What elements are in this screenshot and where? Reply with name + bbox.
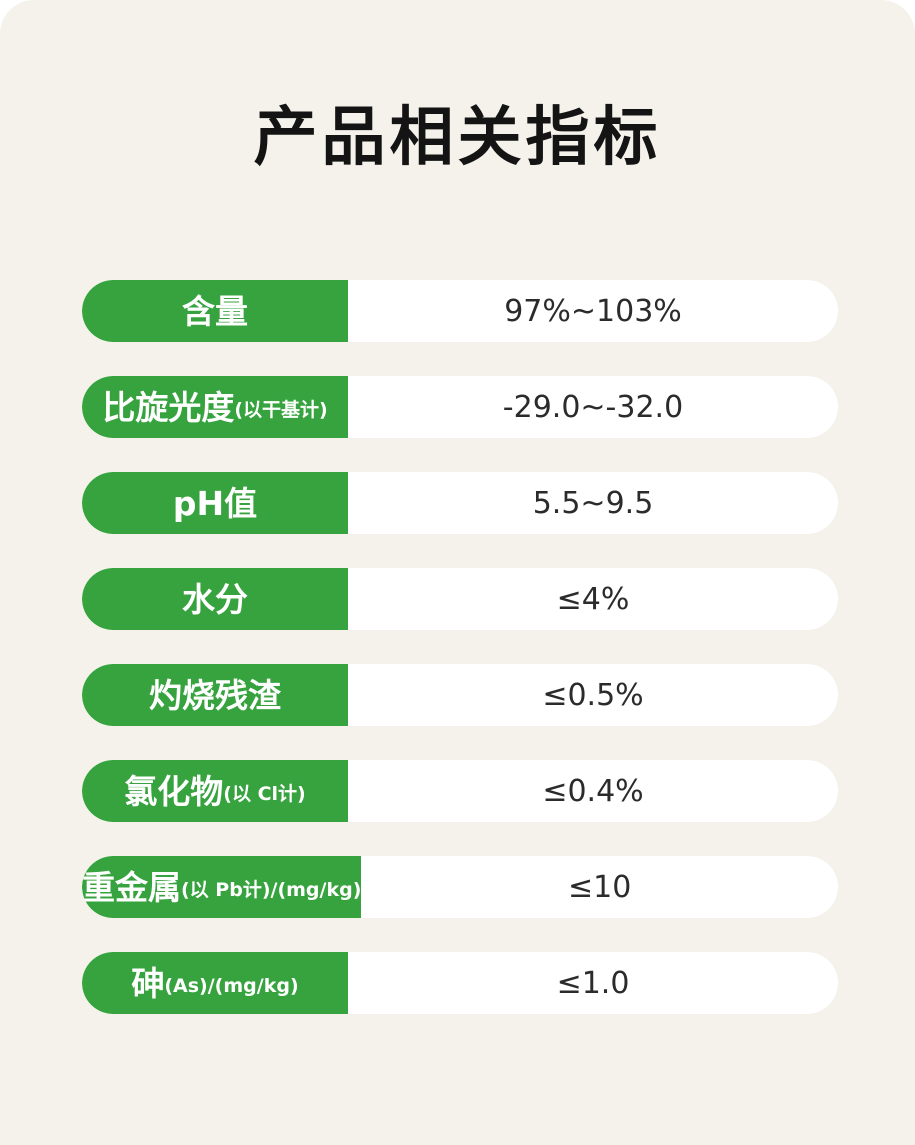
row-label-text: 重金属 — [82, 867, 181, 907]
row-label-text: 比旋光度 — [102, 387, 235, 427]
spec-table: 含量 97%~103% 比旋光度 (以干基计) -29.0~-32.0 pH值 5… — [82, 280, 838, 1014]
row-value: ≤0.5% — [542, 677, 644, 713]
table-row: 含量 97%~103% — [82, 280, 838, 342]
row-label-text: 灼烧残渣 — [149, 675, 281, 715]
row-label-text: 水分 — [182, 579, 248, 619]
row-value: -29.0~-32.0 — [502, 389, 684, 425]
row-value: ≤0.4% — [542, 773, 644, 809]
row-value: 97%~103% — [504, 293, 682, 329]
page-title: 产品相关指标 — [253, 101, 662, 175]
row-label-sub: (以 Cl计) — [223, 782, 306, 805]
row-label: 氯化物 (以 Cl计) — [82, 760, 348, 822]
row-label-text: 含量 — [182, 291, 248, 331]
table-row: 砷 (As)/(mg/kg) ≤1.0 — [82, 952, 838, 1014]
row-value: ≤4% — [556, 581, 630, 617]
row-label: 水分 — [82, 568, 348, 630]
row-label-sub: (以干基计) — [234, 398, 328, 421]
table-row: 氯化物 (以 Cl计) ≤0.4% — [82, 760, 838, 822]
row-label-sub: (As)/(mg/kg) — [164, 974, 299, 997]
row-value: 5.5~9.5 — [532, 485, 654, 521]
row-label: 比旋光度 (以干基计) — [82, 376, 348, 438]
row-label: 砷 (As)/(mg/kg) — [82, 952, 348, 1014]
table-row: 灼烧残渣 ≤0.5% — [82, 664, 838, 726]
row-label: 含量 — [82, 280, 348, 342]
row-value: ≤10 — [568, 869, 632, 905]
row-label-text: pH值 — [172, 483, 258, 523]
row-label-sub: (以 Pb计)/(mg/kg) — [181, 878, 362, 901]
table-row: 比旋光度 (以干基计) -29.0~-32.0 — [82, 376, 838, 438]
row-label-text: 砷 — [131, 963, 165, 1003]
table-row: 重金属 (以 Pb计)/(mg/kg) ≤10 — [82, 856, 838, 918]
row-value: ≤1.0 — [556, 965, 630, 1001]
row-label: 重金属 (以 Pb计)/(mg/kg) — [82, 856, 362, 918]
row-label: 灼烧残渣 — [82, 664, 348, 726]
table-row: pH值 5.5~9.5 — [82, 472, 838, 534]
table-row: 水分 ≤4% — [82, 568, 838, 630]
row-label-text: 氯化物 — [124, 771, 224, 811]
row-label: pH值 — [82, 472, 348, 534]
